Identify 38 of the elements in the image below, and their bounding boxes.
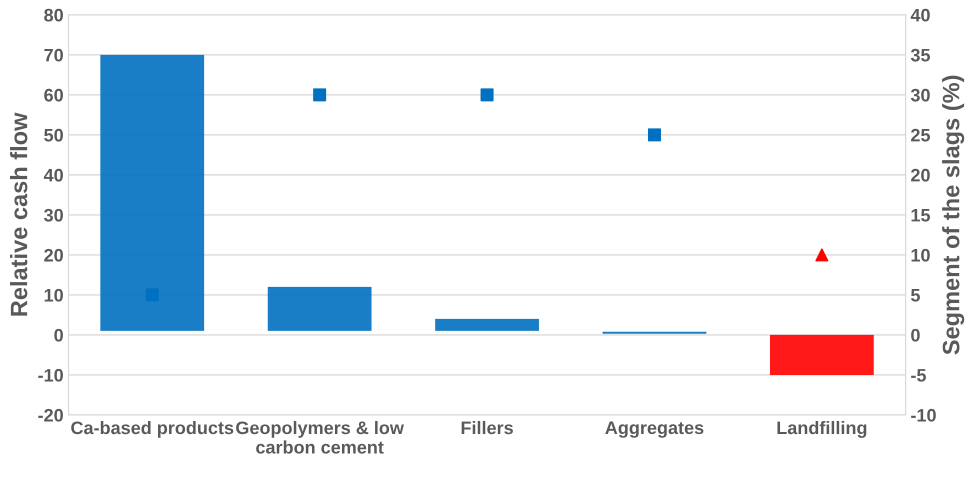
y-tick-label: 30 bbox=[44, 208, 63, 222]
y2-axis-title: Segment of the slags (%) bbox=[942, 76, 964, 355]
point bbox=[815, 248, 828, 262]
point bbox=[146, 288, 159, 302]
bar bbox=[100, 54, 204, 331]
y-tick-label: 60 bbox=[44, 88, 63, 102]
bar bbox=[770, 334, 874, 375]
x-tick-label: Ca-based products bbox=[71, 420, 234, 438]
y2-tick-label: 10 bbox=[912, 248, 930, 262]
bar bbox=[435, 318, 539, 331]
y-axis-title: Relative cash flow bbox=[10, 112, 28, 316]
y-tick-label: 70 bbox=[44, 48, 63, 62]
y2-tick-label: 35 bbox=[910, 48, 930, 62]
y2-tick-label: 40 bbox=[910, 8, 930, 22]
y2-tick-label: 20 bbox=[911, 168, 930, 182]
y-tick-label: 10 bbox=[44, 288, 63, 302]
point bbox=[313, 88, 326, 102]
y2-tick-label: 30 bbox=[910, 88, 930, 102]
y-tick-label: 50 bbox=[44, 128, 63, 142]
y-tick-label: -10 bbox=[38, 368, 63, 382]
y2-tick-label: 25 bbox=[911, 128, 930, 142]
x-tick-label: Aggregates bbox=[605, 422, 704, 438]
y-tick-label: 20 bbox=[44, 248, 63, 262]
point bbox=[648, 128, 661, 142]
y2-tick-label: -5 bbox=[911, 369, 926, 382]
y-tick-label: 0 bbox=[54, 328, 63, 342]
y-tick-label: 80 bbox=[44, 8, 63, 22]
y2-tick-label: 15 bbox=[912, 209, 930, 222]
y-tick-label: 40 bbox=[44, 168, 63, 182]
x-tick-label: Geopolymers & low carbon cement bbox=[236, 420, 404, 454]
y2-tick-label: 5 bbox=[910, 289, 920, 302]
bar bbox=[268, 286, 372, 331]
point bbox=[480, 88, 494, 102]
y2-tick-label: -10 bbox=[911, 408, 936, 422]
y-tick-label: -20 bbox=[38, 408, 63, 422]
x-tick-label: Landfilling bbox=[777, 420, 866, 438]
y2-tick-label: 0 bbox=[911, 328, 920, 342]
x-tick-label: Fillers bbox=[462, 420, 513, 434]
